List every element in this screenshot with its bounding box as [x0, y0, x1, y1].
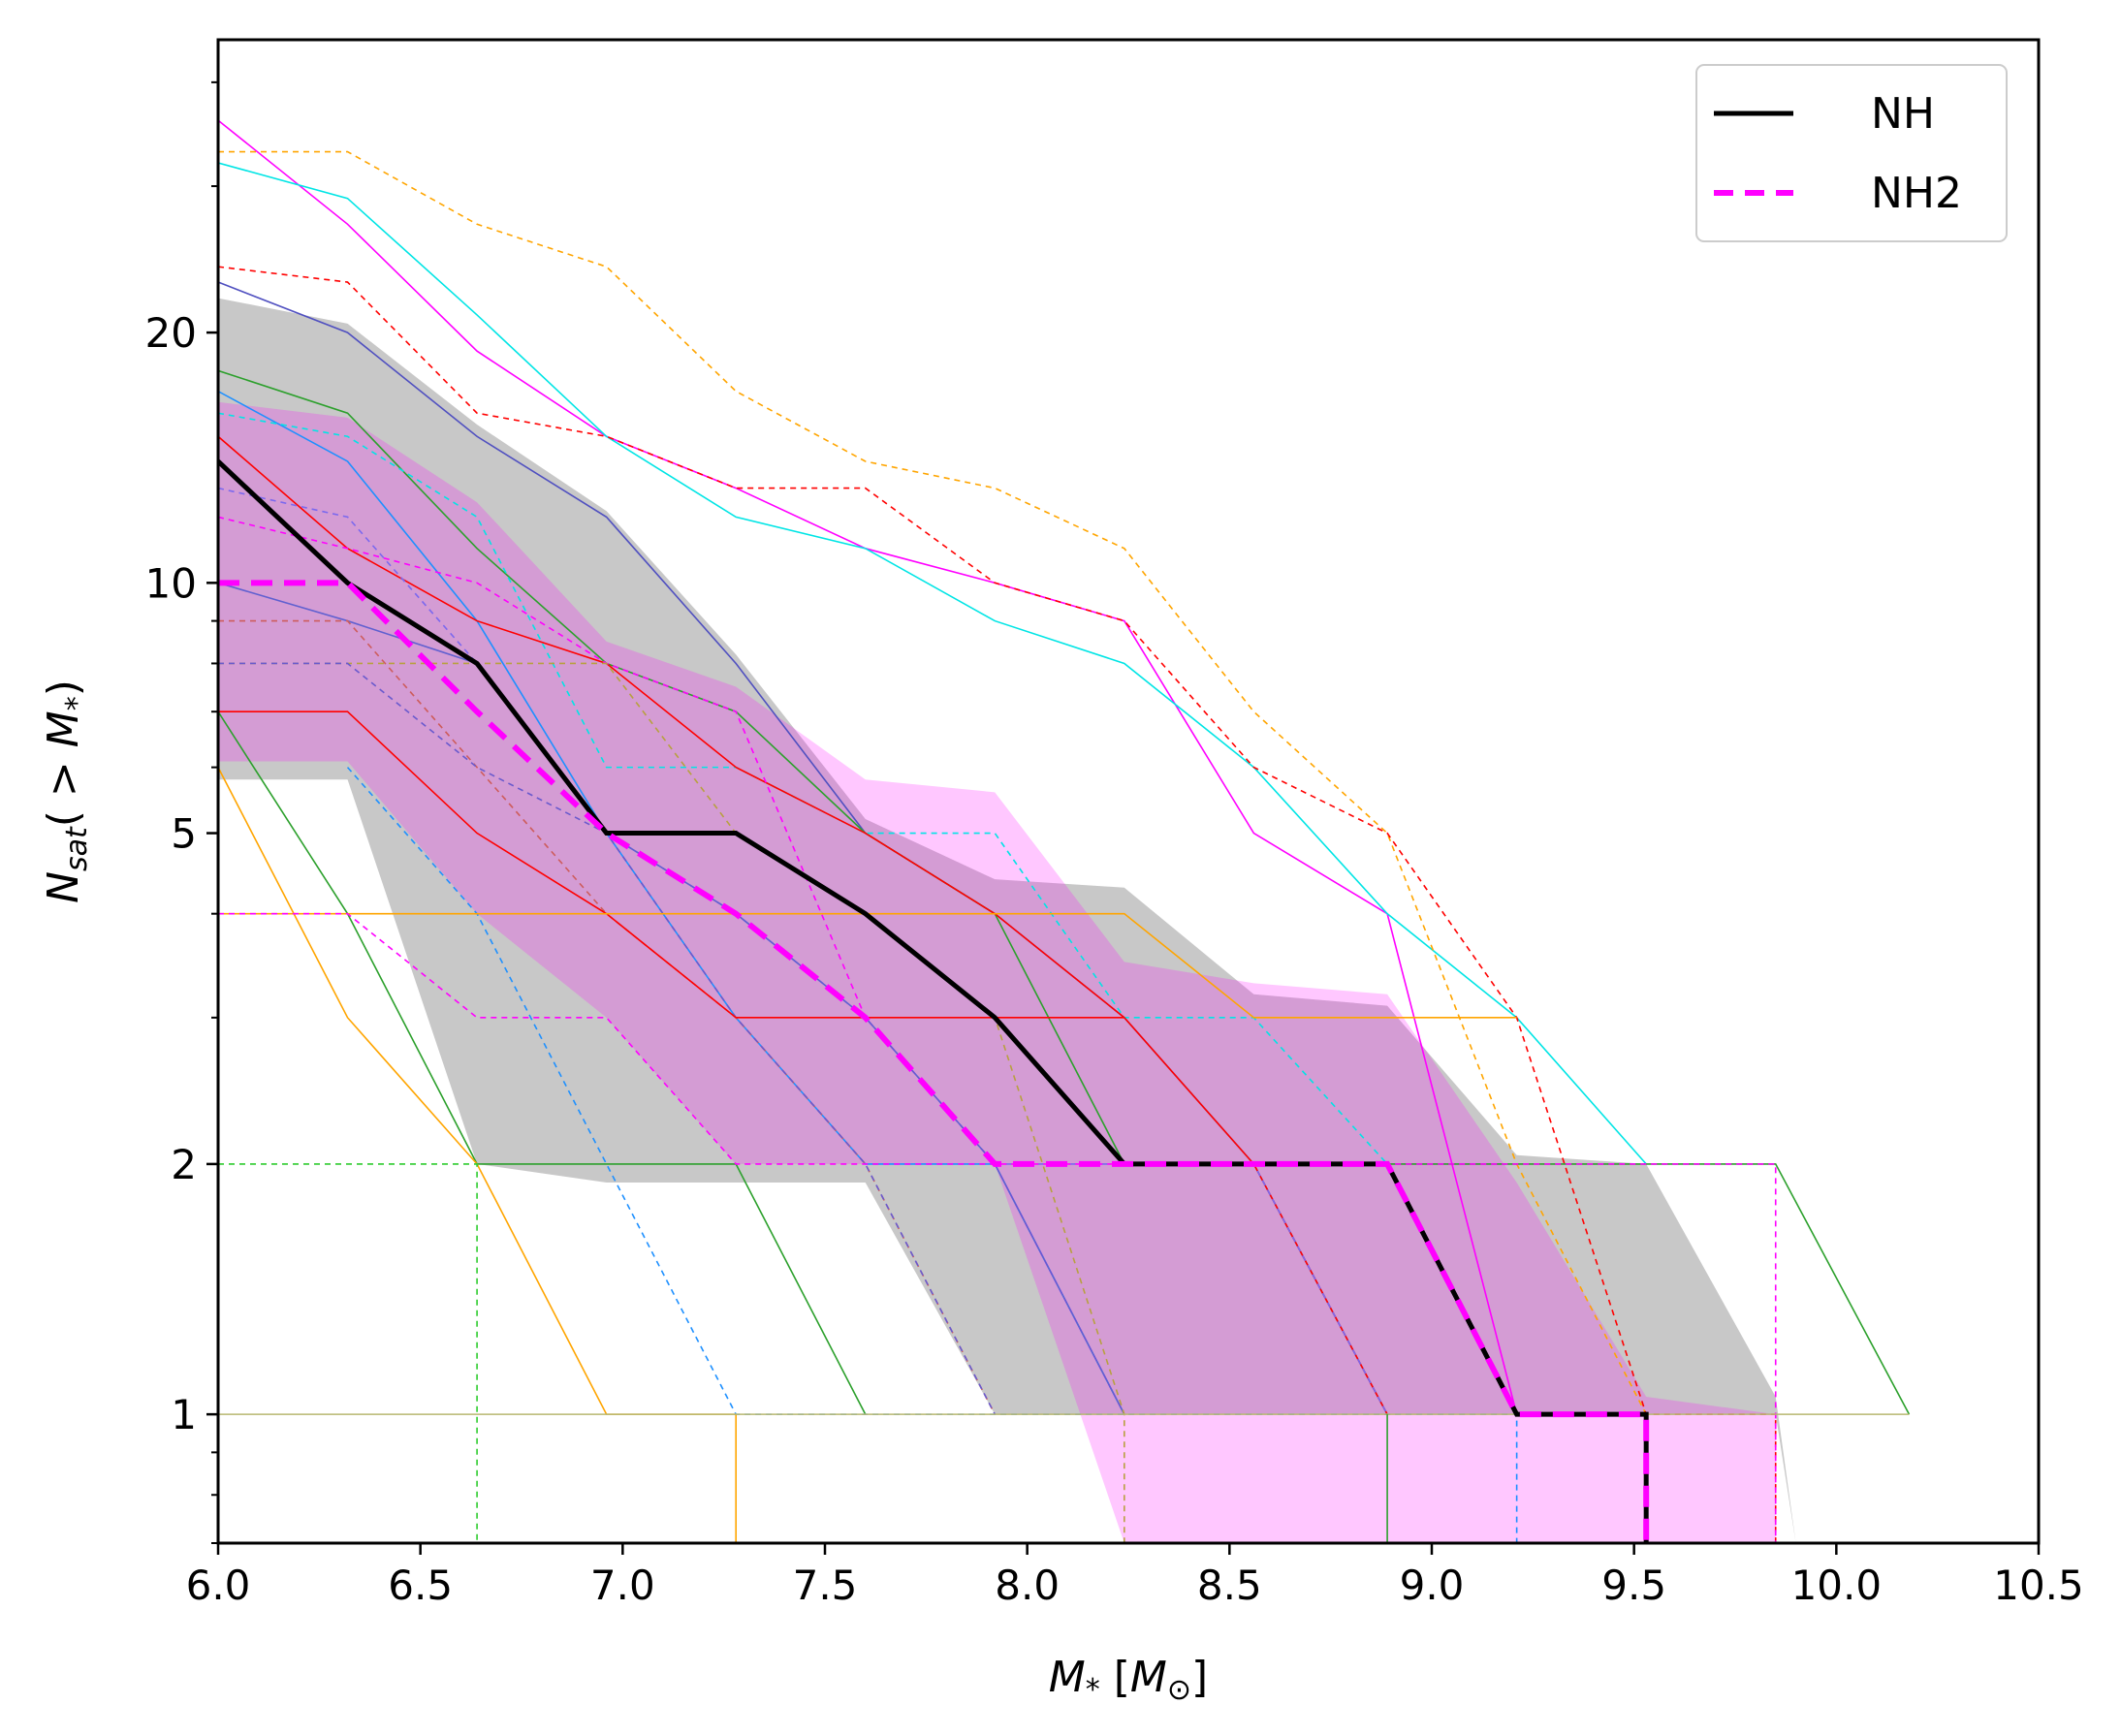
- y-axis-ticks: 1 2 5 10 20: [145, 80, 218, 1544]
- y-tick-label: 20: [145, 309, 197, 357]
- median-lines: [218, 459, 1650, 1543]
- halo-line-2: [218, 162, 1647, 1165]
- x-tick-label: 10.0: [1791, 1562, 1883, 1609]
- x-tick-label: 8.0: [995, 1562, 1060, 1609]
- y-tick-label: 10: [145, 559, 197, 607]
- band-nh: [218, 298, 1796, 1543]
- halo-line-16: [218, 710, 1124, 1019]
- x-tick-label: 7.5: [793, 1562, 858, 1609]
- halo-line-17: [218, 710, 867, 1415]
- legend: NH NH2: [1695, 64, 2008, 242]
- y-tick-label: 2: [171, 1141, 197, 1188]
- halo-line-22: [218, 1163, 478, 1543]
- plot-frame: [216, 38, 2041, 1545]
- x-tick-label: 7.0: [590, 1562, 655, 1609]
- halo-line-3: [218, 150, 1647, 1415]
- x-axis-label: M* [M⊙]: [1049, 1653, 1208, 1707]
- halo-line-13: [218, 619, 996, 1415]
- confidence-bands: [218, 298, 1796, 1543]
- y-tick-label: 5: [171, 810, 197, 858]
- legend-box: [1695, 64, 2008, 242]
- halo-line-9: [218, 435, 1388, 1415]
- halo-line-19: [218, 767, 737, 1543]
- legend-label-nh: NH: [1871, 89, 1935, 139]
- x-tick-label: 6.5: [388, 1562, 453, 1609]
- x-tick-label: 6.0: [186, 1562, 251, 1609]
- x-tick-label: 8.5: [1197, 1562, 1262, 1609]
- x-tick-label: 9.5: [1601, 1562, 1666, 1609]
- x-tick-label: 9.0: [1400, 1562, 1465, 1609]
- series-line-nh2: [218, 580, 1650, 1543]
- halo-line-4: [218, 266, 1777, 1543]
- x-axis-ticks: 6.0 6.5 7.0 7.5 8.0 8.5 9.0 9.5 10.0 10.5: [186, 1543, 2084, 1609]
- series-line-nh: [218, 459, 1649, 1543]
- band-nh2: [218, 401, 1776, 1543]
- y-tick-label: 1: [171, 1391, 197, 1438]
- y-axis-label: Nsat( > M*): [39, 679, 94, 903]
- x-tick-label: 10.5: [1993, 1562, 2084, 1609]
- legend-label-nh2: NH2: [1871, 169, 1962, 218]
